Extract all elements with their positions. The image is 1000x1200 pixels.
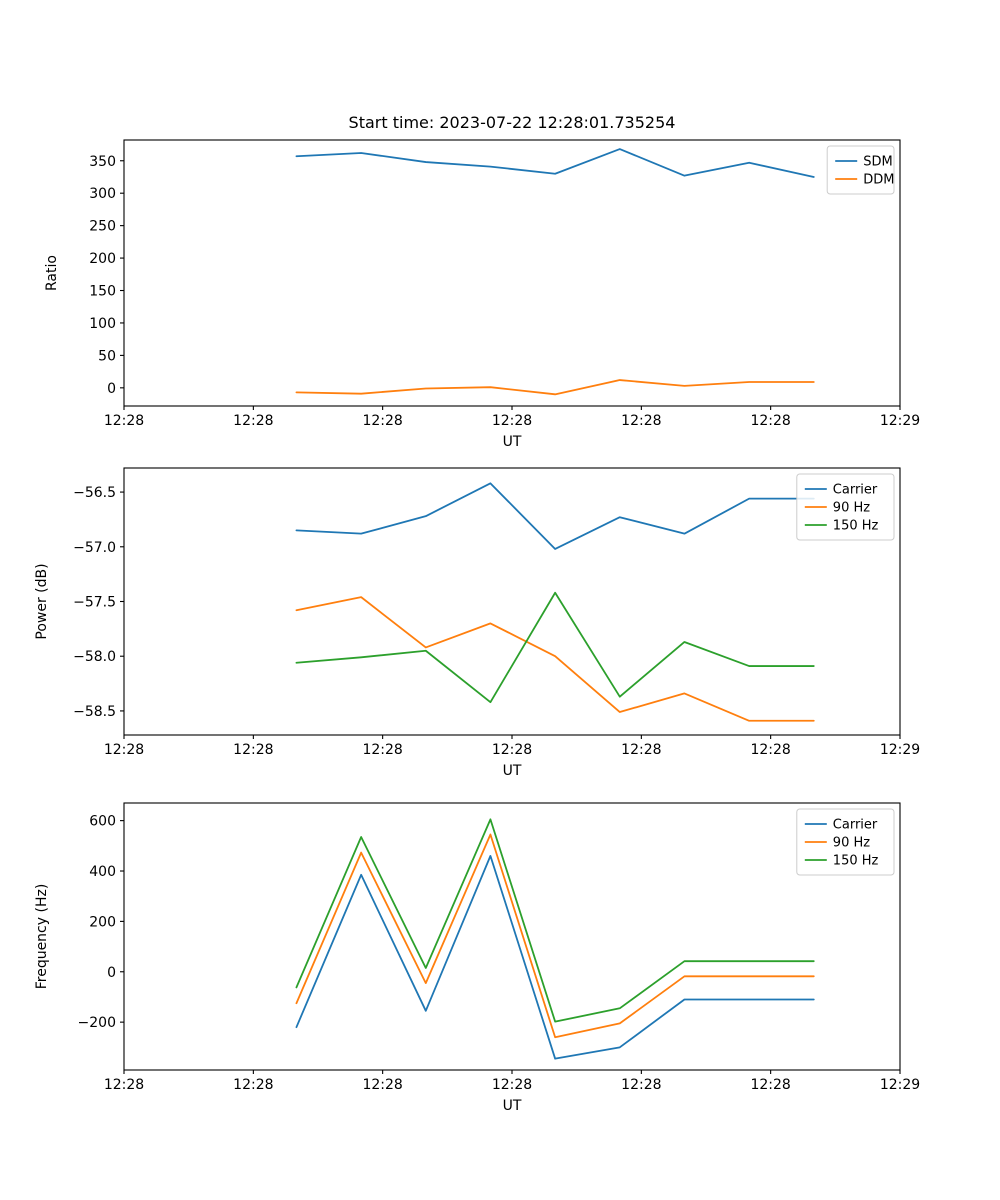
y-tick-label: 0 [107,965,116,981]
y-axis-label: Frequency (Hz) [34,884,50,990]
series-line-carrier [295,855,815,1060]
plot-frame [123,139,901,407]
series-line-sdm [295,148,815,178]
x-tick-label: 12:29 [880,742,920,758]
legend-label-90-hz: 90 Hz [833,836,870,851]
plot-frame [123,802,901,1071]
x-tick-label: 12:28 [362,1077,402,1093]
x-tick-label: 12:28 [233,1077,273,1093]
y-tick-label: 250 [89,219,116,235]
y-tick-label: −58.5 [73,704,116,720]
x-tick-label: 12:29 [880,1077,920,1093]
x-tick-label: 12:28 [621,1077,661,1093]
y-axis-label: Ratio [44,255,60,291]
power-panel-canvas: 12:28 12:28 12:28 12:28 12:28 12:28 12:29 UT −56… [34,467,920,779]
y-tick-label: 200 [89,914,116,930]
y-tick-label: −57.0 [73,540,116,556]
y-tick-label: 50 [98,348,116,364]
x-tick-label: 12:28 [104,413,144,429]
series-line-150-hz [295,591,815,704]
x-tick-label: 12:28 [750,742,790,758]
y-tick-label: 400 [89,864,116,880]
x-tick-label: 12:28 [362,742,402,758]
y-tick-label: 0 [107,381,116,397]
legend-label-150-hz: 150 Hz [833,854,879,869]
x-tick-label: 12:28 [621,413,661,429]
frequency-panel: 12:28 12:28 12:28 12:28 12:28 12:28 12:29 UT −20… [0,790,1000,1125]
x-tick-label: 12:28 [233,742,273,758]
x-tick-label: 12:28 [104,742,144,758]
power-panel: 12:28 12:28 12:28 12:28 12:28 12:28 12:29 UT −56… [0,455,1000,790]
x-tick-label: 12:29 [880,413,920,429]
legend-label-ddm: DDM [863,173,894,188]
legend-box [796,808,895,876]
y-tick-label: 350 [89,154,116,170]
y-tick-label: −56.5 [73,485,116,501]
legend-label-90-hz: 90 Hz [833,501,870,516]
y-tick-label: −57.5 [73,595,116,611]
series-line-90-hz [295,833,815,1039]
ratio-panel-canvas: Start time: 2023-07-22 12:28:01.735254 12… [44,113,920,450]
series-line-90-hz [295,596,815,722]
x-tick-label: 12:28 [492,1077,532,1093]
y-axis-label: Power (dB) [34,563,50,639]
series-line-150-hz [295,818,815,1023]
legend-label-carrier: Carrier [833,818,878,833]
legend-label-carrier: Carrier [833,483,878,498]
y-tick-label: 200 [89,251,116,267]
y-tick-label: 300 [89,186,116,202]
y-tick-label: −58.0 [73,649,116,665]
legend-label-150-hz: 150 Hz [833,519,879,534]
x-tick-label: 12:28 [621,742,661,758]
x-tick-label: 12:28 [750,413,790,429]
legend-box [796,473,895,541]
x-tick-label: 12:28 [362,413,402,429]
plot-frame [123,467,901,736]
frequency-panel-canvas: 12:28 12:28 12:28 12:28 12:28 12:28 12:29 UT −20… [34,802,920,1114]
series-line-carrier [295,482,815,550]
x-axis-label: UT [503,434,522,450]
legend-box [826,145,895,195]
legend-label-sdm: SDM [863,155,892,170]
series-line-ddm [295,379,815,396]
y-tick-label: 150 [89,284,116,300]
x-tick-label: 12:28 [750,1077,790,1093]
x-axis-label: UT [503,1098,522,1114]
y-tick-label: 100 [89,316,116,332]
x-tick-label: 12:28 [492,413,532,429]
y-tick-label: 600 [89,814,116,830]
ratio-panel: Start time: 2023-07-22 12:28:01.735254 12… [0,110,1000,455]
x-tick-label: 12:28 [104,1077,144,1093]
chart-title: Start time: 2023-07-22 12:28:01.735254 [349,113,676,132]
x-axis-label: UT [503,763,522,779]
x-tick-label: 12:28 [233,413,273,429]
y-tick-label: −200 [78,1015,116,1031]
x-tick-label: 12:28 [492,742,532,758]
